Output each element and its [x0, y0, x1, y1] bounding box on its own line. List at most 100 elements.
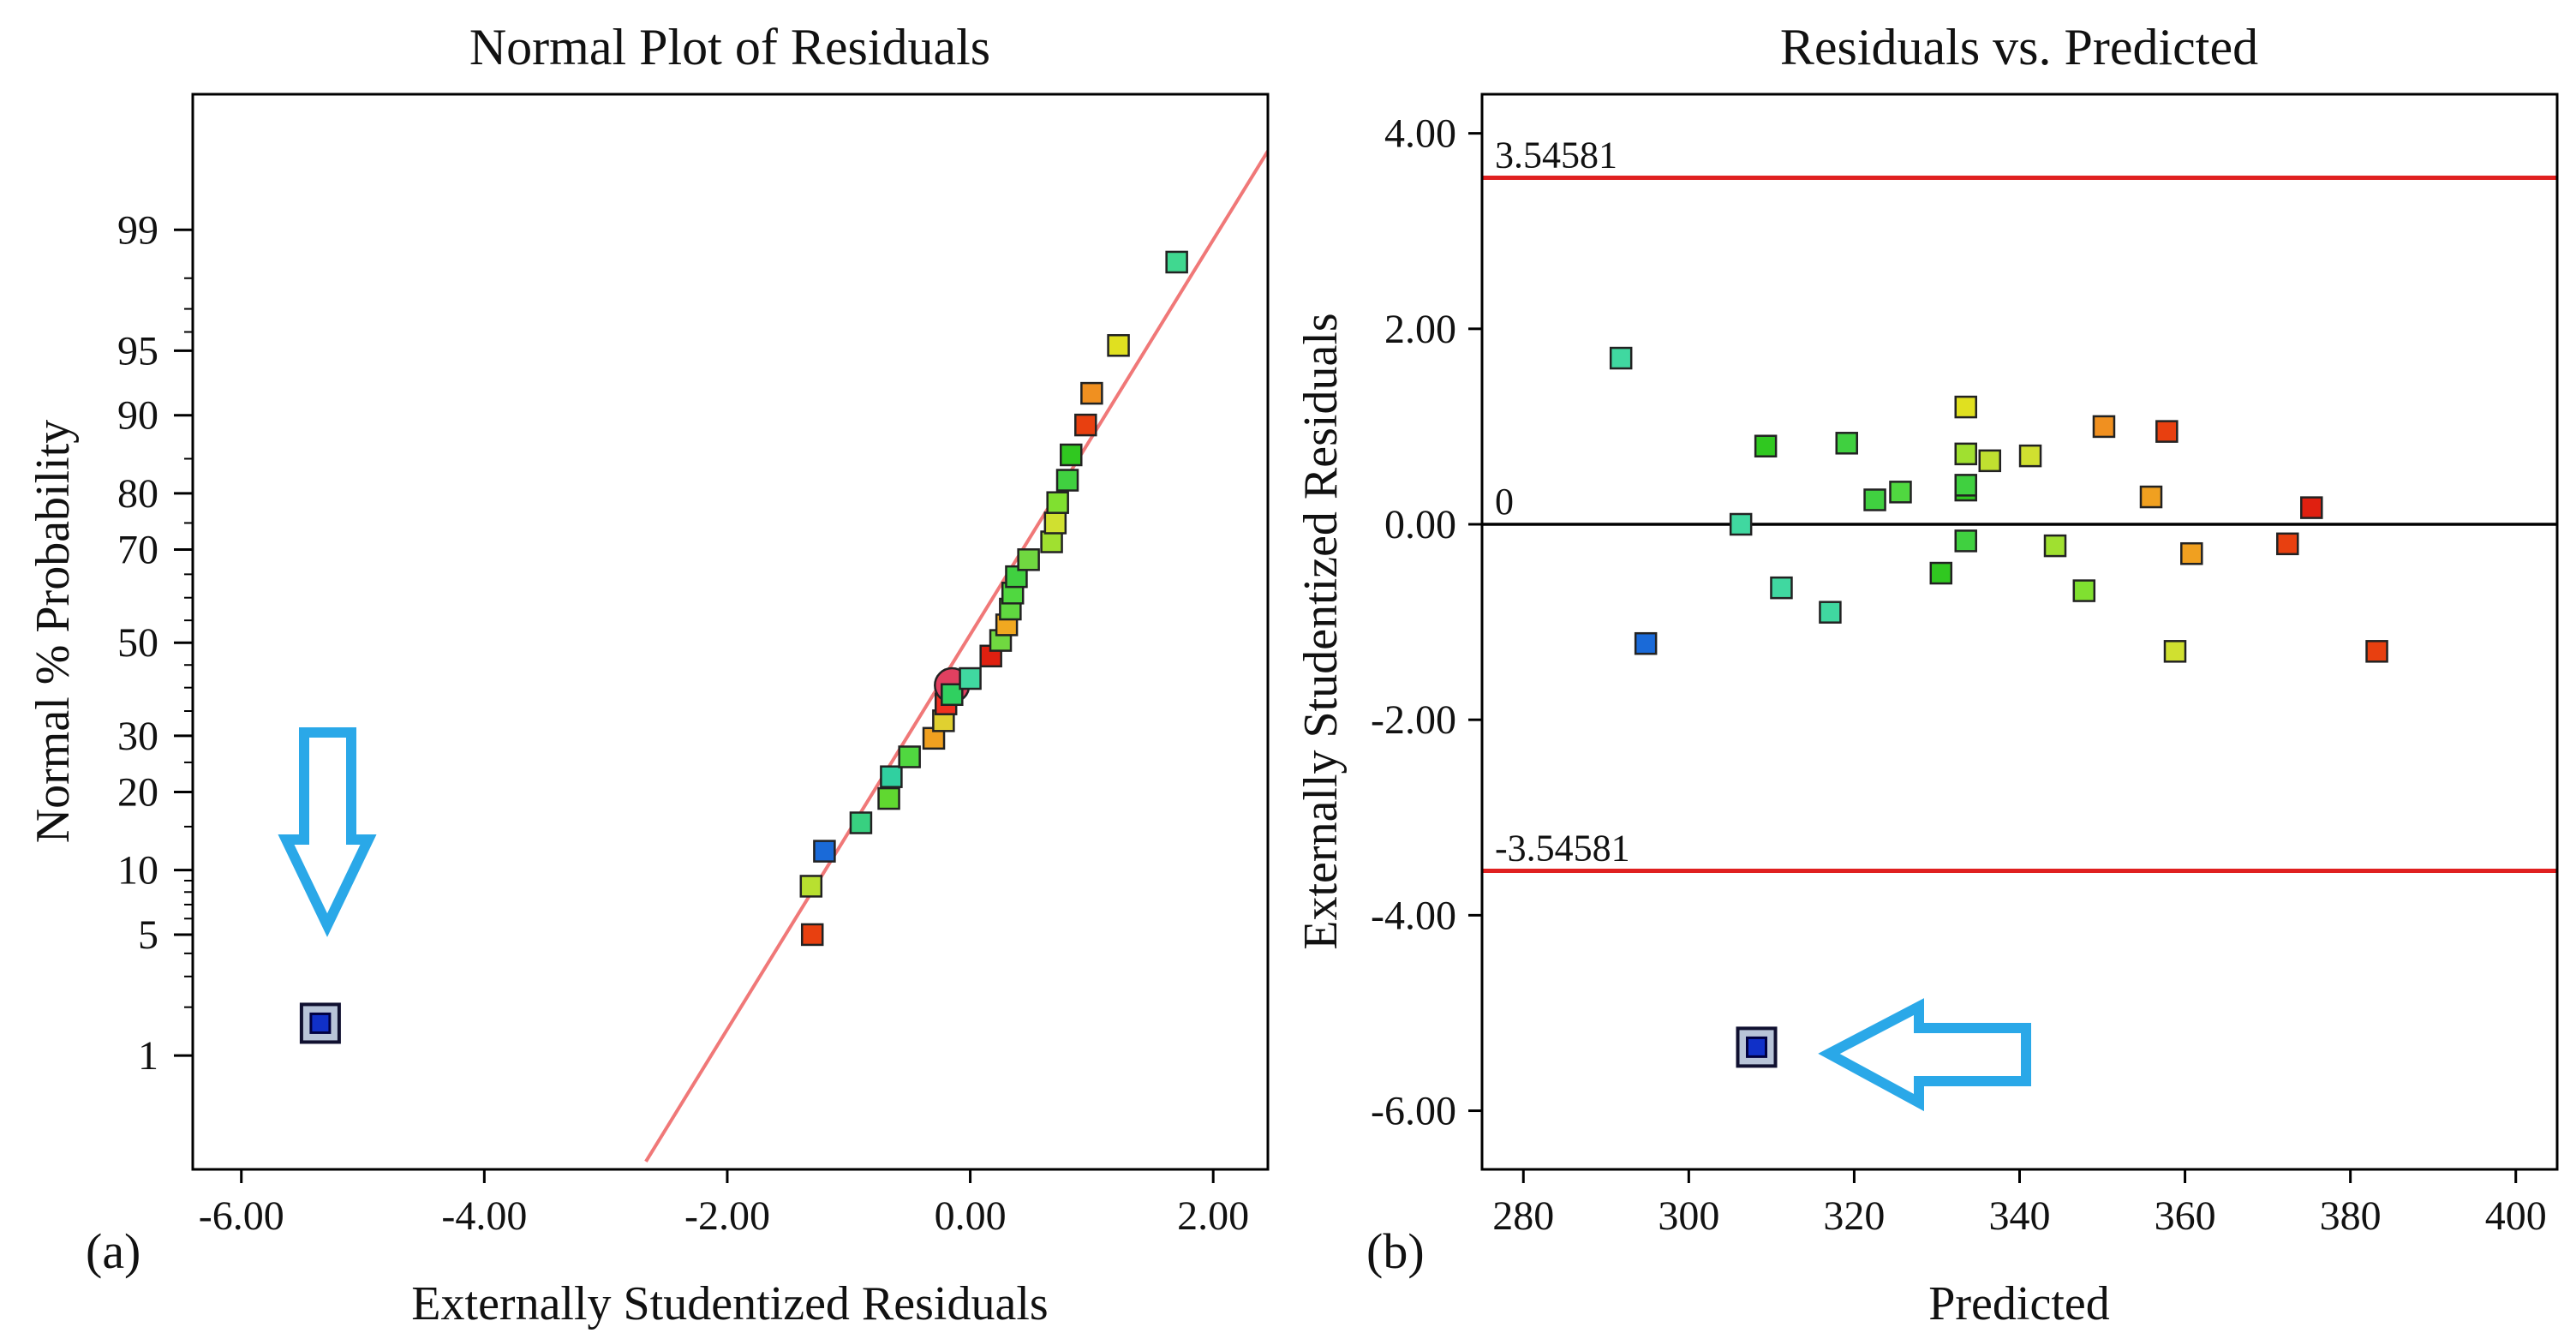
- panel-b-data-point-22: [2155, 420, 2179, 443]
- panel-b-outlier-arrow-icon: [1818, 998, 2031, 1112]
- panel-b-data-point-15: [1954, 529, 1977, 553]
- panel-b-xlabel: Predicted: [1928, 1277, 2109, 1330]
- panel-b-data-point-21: [2139, 485, 2163, 509]
- panel-b-data-point-23: [2163, 640, 2187, 663]
- panel-b-xtick-label-5: 380: [2320, 1193, 2382, 1239]
- panel-a-xlabel: Externally Studentized Residuals: [411, 1277, 1048, 1330]
- panel-b-data-point-24: [2180, 541, 2203, 565]
- panel-b-points: [1609, 346, 2388, 1068]
- panel-a-label: (a): [86, 1223, 140, 1279]
- panel-b-xtick-label-3: 340: [1989, 1193, 2051, 1239]
- panel-b-data-point-10: [1929, 561, 1953, 585]
- panel-b-data-point-16: [1978, 449, 2001, 473]
- panel-b-limit-lines: [1482, 175, 2557, 874]
- panel-a: Normal Plot of Residuals Normal % Probab…: [27, 19, 1270, 1330]
- panel-b-limit-line-label-2: -3.54581: [1495, 828, 1630, 870]
- panel-a-ytick-label-1: 5: [138, 912, 158, 958]
- panel-a-data-point-12: [941, 683, 964, 707]
- panel-a-ytick-label-0: 1: [138, 1033, 158, 1079]
- panel-b-xtick-label-0: 280: [1492, 1193, 1554, 1239]
- panel-a-ytick-label-3: 20: [117, 770, 158, 816]
- panel-a-data-point-28: [1107, 334, 1130, 357]
- panel-a-xtick-label-0: -6.00: [199, 1193, 284, 1239]
- panel-a-xtick-label-1: -4.00: [441, 1193, 527, 1239]
- panel-b-data-point-14: [1954, 474, 1977, 497]
- panel-a-ytick-label-6: 70: [117, 528, 158, 573]
- panel-b-data-point-5: [1770, 576, 1793, 600]
- panel-a-data-point-4: [849, 811, 873, 834]
- panel-b-xtick-label-2: 320: [1823, 1193, 1885, 1239]
- panel-b-xtick-label-1: 300: [1658, 1193, 1719, 1239]
- panel-a-ytick-label-2: 10: [117, 848, 158, 894]
- panel-a-ylabel: Normal % Probability: [27, 420, 80, 844]
- panel-b-ytick-label-1: -4.00: [1371, 893, 1456, 938]
- panel-a-xtick-label-3: 0.00: [935, 1193, 1007, 1239]
- panel-b-data-point-26: [2300, 496, 2323, 519]
- panel-a-xtick-label-4: 2.00: [1177, 1193, 1249, 1239]
- panel-b-data-point-9: [1889, 481, 1912, 504]
- panel-a-data-point-5: [877, 786, 900, 810]
- panel-a-data-point-6: [880, 765, 903, 788]
- panel-b-data-point-18: [2043, 534, 2067, 558]
- panel-b-xtick-label-4: 360: [2155, 1193, 2216, 1239]
- panel-b-ytick-label-2: -2.00: [1371, 697, 1456, 743]
- panel-a-ytick-label-7: 80: [117, 471, 158, 517]
- panel-b-plot-area: [1480, 93, 2559, 1171]
- panel-b-data-point-2: [1634, 631, 1658, 655]
- panel-b-data-point-6: [1819, 601, 1842, 624]
- panel-a-data-point-26: [1074, 413, 1097, 437]
- panel-a-ytick-label-9: 95: [117, 328, 158, 374]
- panel-a-data-point-7: [898, 745, 921, 768]
- panel-a-ytick-label-4: 30: [117, 714, 158, 759]
- panel-b-data-point-20: [2092, 415, 2116, 439]
- panel-a-data-point-20: [1017, 548, 1040, 571]
- panel-b-title: Residuals vs. Predicted: [1780, 19, 2258, 75]
- panel-b-ticks: 280 300 320 340 360 380 400 -6.00 -4.00 -2.00 0.00…: [1371, 111, 2547, 1239]
- panel-b-limit-line-labels: 3.54581 0 -3.54581: [1495, 134, 1630, 869]
- panel-a-data-point-1: [800, 923, 824, 947]
- panel-b-data-point-12: [1954, 442, 1977, 466]
- panel-a-points: [299, 250, 1188, 1044]
- panel-b-label: (b): [1366, 1223, 1425, 1279]
- panel-b-data-point-7: [1835, 432, 1858, 455]
- panel-a-data-point-29: [1165, 250, 1188, 274]
- panel-a-ytick-label-8: 90: [117, 393, 158, 439]
- panel-a-data-point-24: [1055, 469, 1079, 492]
- panel-b-ytick-label-4: 2.00: [1384, 307, 1456, 352]
- panel-a-ytick-label-5: 50: [117, 620, 158, 666]
- panel-b-data-point-17: [2018, 444, 2042, 468]
- panel-b-ytick-label-0: -6.00: [1371, 1089, 1456, 1134]
- panel-b-data-point-25: [2276, 532, 2299, 556]
- panel-a-data-point-3: [813, 840, 836, 863]
- panel-b-data-point-3: [1729, 512, 1753, 536]
- panel-a-ticks: -6.00 -4.00 -2.00 0.00 2.00 1 5 10 20 30 50 70 80 90 9…: [117, 207, 1249, 1239]
- panel-a-data-point-8: [922, 726, 946, 750]
- panel-b-data-point-11: [1954, 395, 1977, 419]
- panel-a-outlier-point-core: [309, 1012, 332, 1034]
- panel-a-ytick-label-10: 99: [117, 207, 158, 253]
- panel-a-outlier-arrow-icon: [278, 727, 377, 937]
- panel-a-data-point-22: [1043, 511, 1067, 535]
- panel-b-data-point-4: [1754, 434, 1778, 457]
- panel-a-data-point-2: [799, 875, 823, 898]
- panel-a-data-point-27: [1080, 381, 1103, 405]
- panel-a-plot-area: [191, 93, 1270, 1171]
- panel-b: Residuals vs. Predicted Externally Stude…: [1294, 19, 2559, 1330]
- panel-b-data-point-1: [1609, 346, 1633, 370]
- panel-a-data-point-25: [1060, 443, 1083, 467]
- panel-b-xtick-label-6: 400: [2485, 1193, 2547, 1239]
- panel-a-data-point-23: [1046, 491, 1069, 514]
- panel-b-data-point-19: [2072, 579, 2096, 602]
- panel-b-limit-line-label-1: 0: [1495, 481, 1514, 523]
- panel-b-ytick-label-5: 4.00: [1384, 111, 1456, 157]
- panel-a-reference-line: [644, 150, 1268, 1163]
- panel-a-data-point-13: [959, 667, 982, 690]
- panel-a-data-point-21: [1040, 530, 1063, 553]
- panel-a-xtick-label-2: -2.00: [684, 1193, 770, 1239]
- panel-b-data-point-27: [2365, 640, 2388, 663]
- panel-b-ytick-label-3: 0.00: [1384, 502, 1456, 547]
- panel-b-limit-line-label-0: 3.54581: [1495, 134, 1617, 176]
- panel-b-ylabel: Externally Studentized Residuals: [1294, 313, 1348, 949]
- panel-b-data-point-8: [1863, 488, 1886, 511]
